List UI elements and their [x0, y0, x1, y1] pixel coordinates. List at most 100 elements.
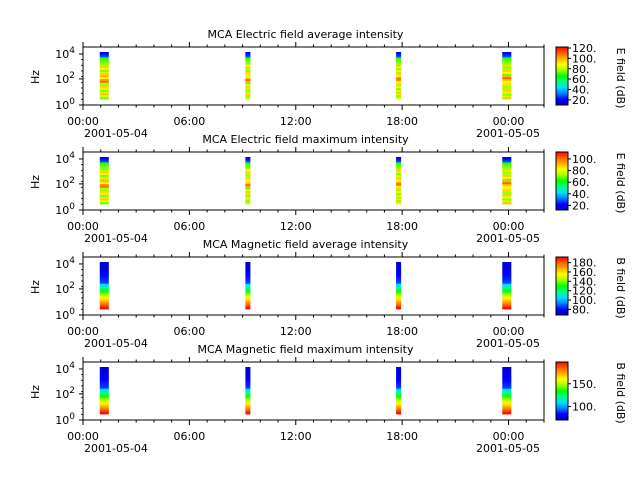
spectrogram-cell — [502, 401, 512, 404]
x-tick-label: 00:00 — [493, 430, 525, 443]
spectrogram-cell — [396, 57, 402, 60]
spectrogram-cell — [502, 202, 512, 205]
spectrogram-cell — [99, 307, 109, 310]
spectrogram-cell — [245, 372, 251, 375]
spectrogram-cell — [99, 82, 109, 85]
x-tick-label: 12:00 — [280, 220, 312, 233]
spectrogram-cell — [502, 412, 512, 415]
spectrogram-cell — [396, 91, 402, 94]
colorbar-tick-label: 150. — [572, 378, 597, 391]
spectrogram-cell — [245, 287, 251, 290]
spectrogram-cell — [245, 97, 251, 100]
y-tick-exponent: 2 — [69, 386, 75, 396]
spectrogram-cell — [245, 269, 251, 272]
spectrogram-cell — [396, 52, 402, 55]
spectrogram-cell — [245, 55, 251, 58]
spectrogram-cell — [502, 399, 512, 402]
spectrogram-cell — [99, 184, 109, 187]
spectrogram-cell — [99, 263, 109, 266]
spectrogram-cell — [245, 180, 251, 183]
y-tick-exponent: 0 — [69, 412, 75, 422]
spectrogram-cell — [99, 401, 109, 404]
spectrogram-cell — [99, 193, 109, 196]
spectrogram-cell — [245, 370, 251, 373]
y-tick-label: 102 — [55, 176, 75, 191]
x-date-left: 2001-05-04 — [84, 232, 148, 245]
spectrogram-cell — [396, 300, 402, 303]
spectrogram-cell — [396, 394, 402, 397]
spectrogram-cell — [502, 198, 512, 201]
spectrogram-cell — [502, 388, 512, 391]
colorbar — [555, 256, 569, 316]
spectrogram-cell — [502, 265, 512, 268]
spectrogram-cell — [396, 171, 402, 174]
spectrogram-cell — [245, 379, 251, 382]
spectrogram-cell — [396, 157, 402, 160]
spectrogram-cell — [99, 262, 109, 265]
spectrogram-cell — [99, 68, 109, 71]
y-tick-label: 100 — [55, 202, 75, 217]
spectrogram-cell — [245, 198, 251, 201]
spectrogram-cell — [99, 376, 109, 379]
spectrogram-cell — [502, 376, 512, 379]
spectrogram-cell — [99, 62, 109, 65]
spectrogram-cell — [245, 70, 251, 73]
spectrogram-cell — [396, 303, 402, 306]
spectrogram-cell — [396, 164, 402, 167]
x-date-right: 2001-05-05 — [476, 127, 540, 140]
spectrogram-cell — [99, 272, 109, 275]
x-tick-label: 18:00 — [386, 325, 418, 338]
plot-frame — [82, 46, 545, 106]
spectrogram-cell — [502, 195, 512, 198]
spectrogram-cell — [245, 298, 251, 301]
spectrogram-cell — [502, 53, 512, 56]
spectrogram-cell — [99, 287, 109, 290]
colorbar-label: E field (dB) — [614, 48, 627, 109]
spectrogram-cell — [99, 61, 109, 64]
spectrogram-cell — [99, 79, 109, 82]
spectrogram-cell — [99, 180, 109, 183]
spectrogram-cell — [502, 287, 512, 290]
spectrogram-cell — [502, 173, 512, 176]
spectrogram-cell — [396, 180, 402, 183]
x-tick-label: 00:00 — [67, 115, 99, 128]
spectrogram-cell — [245, 374, 251, 377]
spectrogram-cell — [396, 377, 402, 380]
colorbar-label: E field (dB) — [614, 153, 627, 214]
spectrogram-cell — [99, 281, 109, 285]
spectrogram-cell — [99, 198, 109, 201]
spectrogram-cell — [502, 182, 512, 185]
spectrogram-cell — [396, 267, 402, 270]
spectrogram-cell — [245, 53, 251, 56]
spectrogram-cell — [245, 62, 251, 65]
spectrogram-cell — [502, 200, 512, 203]
spectrogram-cell — [396, 399, 402, 402]
spectrogram-cell — [99, 75, 109, 78]
spectrogram-cell — [502, 95, 512, 98]
y-tick-label: 102 — [55, 281, 75, 296]
spectrogram-cell — [502, 263, 512, 266]
spectrogram-cell — [245, 294, 251, 297]
y-tick-label: 102 — [55, 386, 75, 401]
spectrogram-cell — [396, 392, 402, 395]
spectrogram-cell — [99, 169, 109, 172]
spectrogram-cell — [245, 300, 251, 303]
spectrogram-cell — [396, 276, 402, 279]
spectrogram-cell — [502, 367, 512, 370]
spectrogram-cell — [502, 71, 512, 75]
spectrogram-cell — [502, 390, 512, 393]
spectrogram-cell — [245, 274, 251, 277]
spectrogram-cell — [502, 79, 512, 82]
spectrogram-cell — [502, 62, 512, 65]
y-tick-label: 102 — [55, 71, 75, 86]
spectrogram-cell — [396, 274, 402, 277]
spectrogram-cell — [99, 71, 109, 75]
colorbar-tick-label: 20. — [572, 199, 590, 212]
x-tick-label: 00:00 — [67, 430, 99, 443]
spectrogram-cell — [245, 166, 251, 169]
colorbar-tick-label: 60. — [572, 176, 590, 189]
spectrogram-cell — [245, 376, 251, 379]
spectrogram-cell — [396, 379, 402, 382]
colorbar-tick-label: 80. — [572, 303, 590, 316]
spectrogram-cell — [245, 90, 251, 93]
